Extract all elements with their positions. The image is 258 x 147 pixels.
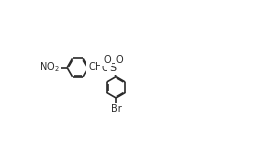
Text: O: O (116, 55, 124, 65)
Text: Br: Br (111, 104, 121, 114)
Text: S: S (109, 63, 116, 73)
Text: CH$_2$: CH$_2$ (88, 61, 107, 75)
Text: O: O (103, 55, 111, 65)
Text: NO$_2$: NO$_2$ (39, 61, 59, 75)
Text: O: O (101, 63, 109, 73)
